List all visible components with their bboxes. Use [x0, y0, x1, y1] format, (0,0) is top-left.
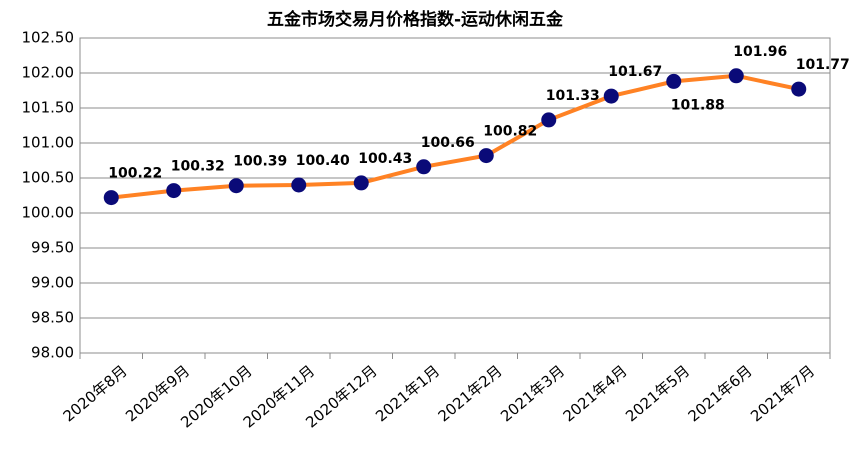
data-label: 101.88 — [671, 97, 725, 113]
data-label: 101.67 — [608, 64, 662, 80]
marker — [291, 177, 307, 193]
marker — [103, 190, 119, 206]
marker — [478, 148, 494, 164]
data-label: 100.32 — [171, 159, 225, 175]
x-tick-label: 2021年6月 — [685, 362, 756, 426]
data-label: 100.66 — [421, 135, 475, 151]
y-tick-label: 102.00 — [22, 64, 75, 82]
x-tick-label: 2021年7月 — [747, 362, 818, 426]
data-label: 100.40 — [296, 153, 350, 169]
y-tick-label: 100.50 — [22, 169, 75, 187]
y-tick-label: 98.50 — [31, 309, 74, 327]
x-tick-label: 2020年8月 — [60, 362, 131, 426]
data-label: 100.39 — [233, 154, 287, 170]
marker — [228, 178, 244, 194]
y-tick-label: 98.00 — [31, 344, 74, 362]
x-tick-label: 2021年4月 — [560, 362, 631, 426]
marker — [728, 68, 744, 84]
data-label: 101.77 — [796, 57, 850, 73]
marker — [353, 175, 369, 191]
x-tick-label: 2021年1月 — [372, 362, 443, 426]
marker — [791, 81, 807, 97]
marker — [603, 88, 619, 104]
marker — [666, 73, 682, 89]
chart-title: 五金市场交易月价格指数-运动休闲五金 — [267, 9, 564, 30]
data-label: 100.22 — [108, 166, 162, 182]
data-label: 101.33 — [546, 88, 600, 104]
y-tick-label: 100.00 — [22, 204, 75, 222]
x-tick-label: 2021年2月 — [435, 362, 506, 426]
y-tick-label: 101.00 — [22, 134, 75, 152]
x-tick-label: 2021年3月 — [497, 362, 568, 426]
y-tick-label: 101.50 — [22, 99, 75, 117]
marker — [541, 112, 557, 128]
line — [111, 73, 800, 200]
y-tick-label: 99.00 — [31, 274, 74, 292]
data-label: 100.82 — [483, 124, 537, 140]
marker — [166, 183, 182, 199]
y-tick-label: 102.50 — [22, 29, 75, 47]
marker — [416, 159, 432, 175]
plot-border — [79, 37, 831, 354]
data-label: 100.43 — [358, 151, 412, 167]
y-tick-label: 99.50 — [31, 239, 74, 257]
data-label: 101.96 — [733, 44, 787, 60]
x-tick-label: 2021年5月 — [622, 362, 693, 426]
